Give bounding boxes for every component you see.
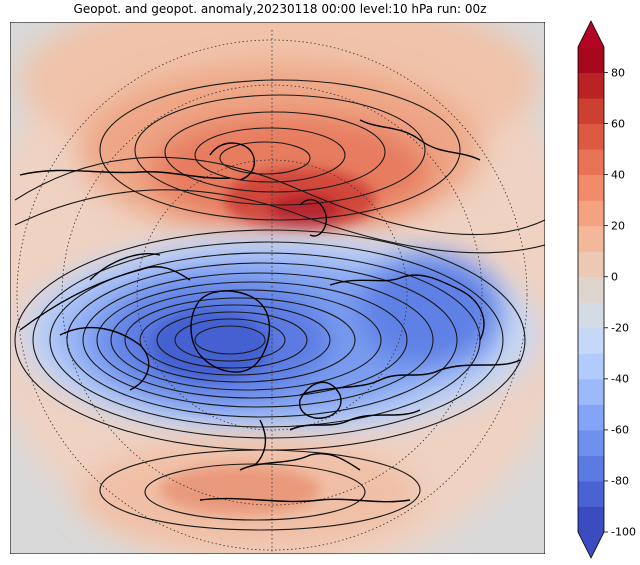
colorbar-tick-label: -40 — [611, 372, 629, 386]
colorbar-band — [578, 302, 604, 329]
geopotential-contours — [14, 79, 545, 531]
map-title: Geopot. and geopot. anomaly,20230118 00:… — [73, 2, 487, 16]
colorbar-band — [578, 251, 604, 278]
colorbar-band — [578, 174, 604, 201]
colorbar-extend-high — [578, 21, 604, 47]
colorbar-band — [578, 327, 604, 354]
colorbar-tick-label: -20 — [611, 321, 629, 335]
colorbar-band — [578, 480, 604, 507]
colorbar-band — [578, 123, 604, 150]
colorbar-band — [578, 200, 604, 227]
colorbar-band — [578, 72, 604, 99]
colorbar-tick-label: 80 — [611, 66, 625, 80]
map-plot-area — [10, 22, 545, 554]
colorbar-band — [578, 455, 604, 482]
colorbar-tick-label: 0 — [611, 270, 618, 284]
anomaly-shading — [10, 22, 545, 554]
colorbar-band — [578, 506, 604, 533]
colorbar-band — [578, 404, 604, 431]
colorbar-tick-label: -60 — [611, 423, 629, 437]
colorbar-band — [578, 429, 604, 456]
colorbar — [577, 20, 608, 559]
colorbar-band — [578, 276, 604, 303]
colorbar-band — [578, 149, 604, 176]
colorbar-band — [578, 353, 604, 380]
colorbar-band — [578, 225, 604, 252]
colorbar-tick-label: 60 — [611, 117, 625, 131]
colorbar-tick-label: 20 — [611, 219, 625, 233]
colorbar-extend-low — [578, 532, 604, 558]
coastlines — [19, 119, 521, 503]
colorbar-tick-label: -80 — [611, 474, 629, 488]
colorbar-tick-label: -100 — [611, 525, 636, 539]
latitude-circles — [16, 30, 528, 554]
colorbar-band — [578, 47, 604, 74]
colorbar-tick-label: 40 — [611, 168, 625, 182]
colorbar-band — [578, 98, 604, 125]
colorbar-band — [578, 378, 604, 405]
